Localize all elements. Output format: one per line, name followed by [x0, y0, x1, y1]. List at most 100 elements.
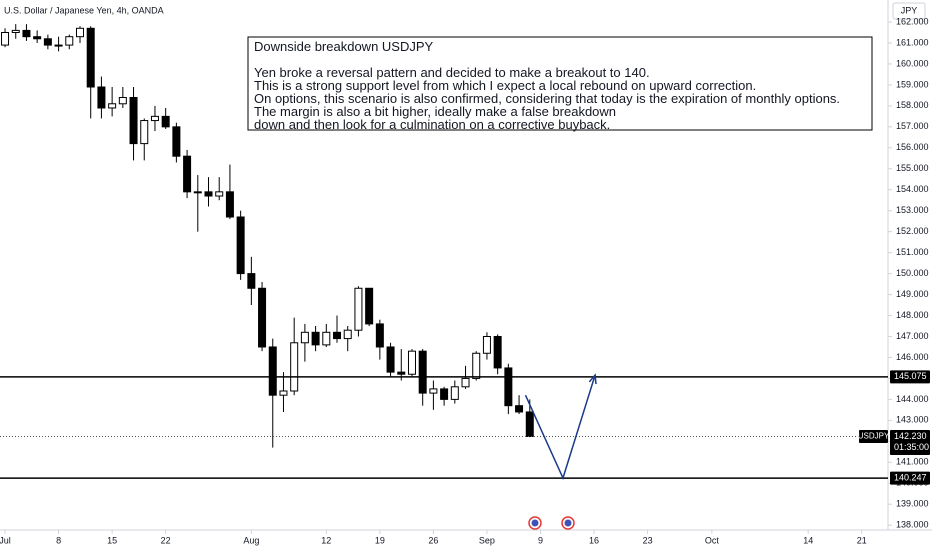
arrow-head — [588, 373, 597, 385]
y-tick-label: 153.000 — [896, 205, 929, 215]
y-tick-label: 159.000 — [896, 79, 929, 89]
candle-body — [172, 126, 181, 157]
annotation-line: This is a strong support level from whic… — [254, 78, 756, 93]
candle-body — [300, 331, 309, 344]
x-tick-label: Jul — [0, 535, 11, 545]
x-tick-label: 8 — [56, 535, 61, 545]
x-tick-label: 9 — [538, 535, 543, 545]
annotation-line: Yen broke a reversal pattern and decided… — [254, 65, 650, 80]
y-tick-label: 158.000 — [896, 100, 929, 110]
last-price-box — [890, 429, 930, 455]
y-tick-label: 139.000 — [896, 499, 929, 509]
annotation-line: down and then look for a culmination on … — [254, 117, 610, 132]
candle-body — [515, 405, 524, 413]
candle-body — [75, 27, 84, 38]
candle-body — [140, 120, 149, 145]
candle-body — [397, 371, 406, 375]
candle-body — [333, 331, 342, 340]
price-line-label: 145.075 — [894, 371, 927, 381]
last-price-label: 142.230 — [894, 431, 927, 441]
price-line-label-box — [890, 471, 930, 485]
countdown-label: 01:35:00 — [894, 442, 929, 452]
candle-body — [193, 191, 202, 194]
candle-body — [97, 86, 106, 109]
y-tick-label: 151.000 — [896, 247, 929, 257]
y-tick-label: 148.000 — [896, 310, 929, 320]
y-tick-label: 160.000 — [896, 58, 929, 68]
candle-body — [440, 388, 449, 400]
x-tick-label: Aug — [243, 535, 259, 545]
candle-body — [290, 342, 299, 392]
y-tick-label: 144.000 — [896, 394, 929, 404]
candle-body — [504, 367, 513, 407]
candle-body — [161, 115, 170, 128]
symbol-box — [859, 429, 888, 443]
candle-body — [461, 377, 470, 388]
annotation-line: On options, this scenario is also confir… — [254, 91, 840, 106]
y-tick-label: 149.000 — [896, 289, 929, 299]
candle-body — [86, 27, 95, 88]
x-tick-label: 14 — [803, 535, 813, 545]
y-tick-label: 157.000 — [896, 121, 929, 131]
currency-box[interactable] — [892, 2, 926, 20]
symbol-label: USDJPY — [858, 432, 890, 441]
candle-body — [236, 216, 245, 275]
forecast-arrow — [524, 374, 596, 481]
candle-body — [407, 350, 416, 375]
candle-body — [247, 273, 256, 289]
x-tick-label: 21 — [857, 535, 867, 545]
price-line-label-box — [890, 370, 930, 384]
annotation-box — [247, 36, 873, 131]
x-tick-label: 23 — [643, 535, 653, 545]
event-flag-core — [531, 519, 539, 527]
candle-body — [108, 103, 117, 109]
x-tick-label: 15 — [107, 535, 117, 545]
candle-body — [54, 44, 63, 47]
y-tick-label: 143.000 — [896, 415, 929, 425]
candle-body — [525, 411, 534, 437]
candle-body — [150, 115, 159, 122]
y-tick-label: 154.000 — [896, 184, 929, 194]
candle-body — [129, 96, 138, 145]
candle-body — [215, 191, 224, 197]
candle-body — [482, 335, 491, 354]
y-tick-label: 138.000 — [896, 520, 929, 530]
y-tick-label: 146.000 — [896, 352, 929, 362]
candle-body — [225, 191, 234, 218]
candle-body — [429, 388, 438, 394]
x-tick-label: 22 — [161, 535, 171, 545]
candle-body — [311, 331, 320, 346]
chart-title: U.S. Dollar / Japanese Yen, 4h, OANDA — [4, 5, 164, 15]
candle-body — [279, 390, 288, 396]
candle-body — [365, 287, 374, 325]
price-line-label: 140.247 — [894, 472, 927, 482]
annotation-line: The margin is also a bit higher, ideally… — [254, 104, 616, 119]
candle-body — [204, 191, 213, 197]
y-tick-label: 161.000 — [896, 37, 929, 47]
candle-body — [33, 36, 42, 40]
candle-body — [268, 346, 277, 396]
candle-body — [43, 38, 52, 46]
x-tick-label: 16 — [589, 535, 599, 545]
candle-body — [343, 329, 352, 340]
currency-label[interactable]: JPY — [901, 5, 918, 15]
annotation: Downside breakdown USDJPY Yen broke a rev… — [247, 36, 873, 132]
y-tick-label: 141.000 — [896, 457, 929, 467]
x-tick-label: Sep — [479, 535, 495, 545]
annotation-line: Downside breakdown USDJPY — [254, 39, 434, 54]
candle-body — [322, 331, 331, 346]
candle-body — [11, 29, 20, 33]
event-icons — [528, 516, 575, 530]
candle-body — [354, 287, 363, 331]
candle-body — [65, 36, 74, 46]
x-tick-label: Oct — [705, 535, 720, 545]
candle-body — [1, 31, 10, 46]
x-tick-label: 26 — [428, 535, 438, 545]
y-tick-label: 155.000 — [896, 163, 929, 173]
y-tick-label: 156.000 — [896, 142, 929, 152]
candle-body — [22, 29, 31, 38]
event-flag-core — [564, 519, 572, 527]
candle-body — [450, 386, 459, 400]
x-tick-label: 19 — [375, 535, 385, 545]
